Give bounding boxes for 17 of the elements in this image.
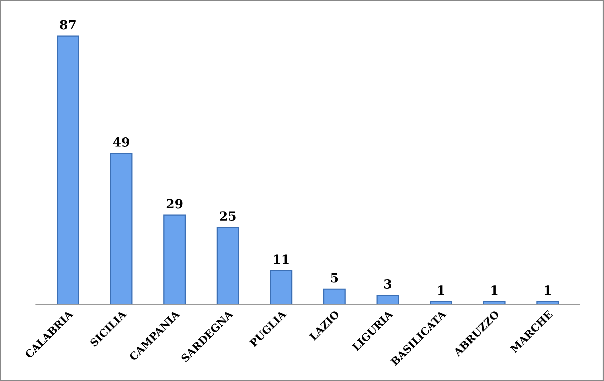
data-label: 25: [220, 212, 236, 222]
data-label: 5: [331, 273, 338, 283]
bar: [270, 270, 293, 305]
data-label: 49: [113, 138, 130, 147]
data-label: 1: [492, 286, 498, 295]
data-label: 1: [545, 286, 551, 295]
data-label: 29: [166, 199, 183, 209]
data-label: 87: [60, 20, 76, 30]
bar: [376, 294, 400, 305]
bar: [216, 227, 240, 305]
data-label: 3: [384, 279, 392, 289]
data-label: 1: [438, 286, 444, 295]
bar: [57, 36, 80, 305]
bar: [110, 153, 133, 305]
data-label: 11: [274, 254, 289, 264]
bar: [164, 214, 186, 305]
bar: [323, 288, 346, 305]
